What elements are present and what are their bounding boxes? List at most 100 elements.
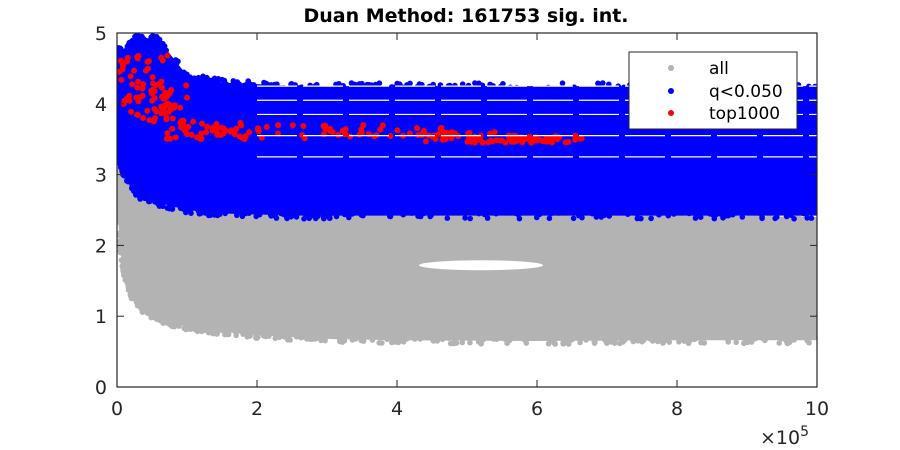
data-point — [446, 210, 452, 216]
data-point — [140, 115, 147, 121]
data-point — [179, 119, 186, 126]
data-point — [135, 78, 142, 85]
data-point — [222, 210, 228, 217]
data-point — [739, 214, 746, 220]
data-point — [188, 326, 194, 333]
legend-label-top: top1000 — [709, 104, 780, 124]
data-point — [158, 110, 165, 117]
data-point — [139, 309, 146, 316]
data-point — [576, 212, 582, 219]
data-point — [504, 340, 510, 347]
data-point — [292, 331, 298, 338]
data-point — [707, 211, 713, 217]
data-point — [188, 131, 195, 138]
data-point — [314, 213, 321, 220]
data-point — [149, 33, 156, 39]
data-point — [153, 316, 160, 322]
data-point — [460, 335, 467, 342]
chart-title: Duan Method: 161753 sig. int. — [303, 5, 628, 27]
data-point — [476, 80, 482, 87]
data-point — [304, 336, 310, 342]
y-tick-label: 4 — [95, 94, 107, 116]
data-point — [759, 214, 765, 220]
data-point — [164, 130, 171, 137]
data-point — [117, 155, 123, 162]
data-point — [571, 84, 577, 90]
data-point — [467, 215, 474, 222]
data-point — [349, 210, 356, 216]
data-point — [221, 328, 227, 335]
data-point — [423, 138, 429, 145]
data-point — [675, 215, 682, 221]
data-point — [481, 211, 488, 218]
y-tick-label: 1 — [95, 306, 107, 328]
data-point — [341, 337, 348, 344]
data-point — [488, 137, 495, 144]
data-point — [415, 213, 421, 219]
data-point — [203, 129, 209, 136]
data-point — [475, 339, 482, 345]
data-point — [247, 333, 253, 339]
data-point — [181, 69, 187, 76]
data-point — [215, 328, 221, 335]
data-point — [556, 210, 562, 216]
y-tick-label: 0 — [95, 377, 107, 399]
data-point — [551, 339, 557, 346]
data-point — [327, 125, 334, 132]
data-point — [359, 80, 365, 87]
data-point — [117, 68, 123, 75]
data-point — [341, 211, 348, 218]
data-point — [255, 125, 261, 132]
data-point — [801, 210, 807, 217]
data-point — [148, 38, 154, 45]
data-point — [783, 213, 790, 220]
data-point — [349, 337, 356, 343]
data-point — [198, 324, 205, 331]
data-point — [625, 211, 631, 217]
data-point — [134, 84, 141, 91]
data-point — [346, 214, 352, 221]
x-axis: 0 2 4 6 8 10 — [111, 33, 829, 420]
data-point — [606, 213, 612, 219]
data-point — [604, 340, 610, 346]
data-point — [273, 215, 280, 221]
data-point — [117, 249, 124, 256]
data-point — [328, 210, 334, 217]
data-point — [379, 340, 385, 346]
data-point — [330, 333, 337, 340]
data-point — [126, 92, 133, 99]
data-point — [137, 302, 144, 309]
data-point — [516, 215, 523, 222]
data-point — [134, 111, 141, 118]
data-point — [565, 341, 572, 347]
data-point — [330, 85, 336, 92]
data-point — [195, 76, 201, 82]
data-point — [559, 80, 566, 86]
x-exponent-label: ×105 — [760, 424, 809, 449]
data-point — [161, 102, 168, 109]
data-point — [140, 81, 147, 88]
data-point — [741, 339, 748, 346]
data-point — [686, 210, 692, 217]
data-point — [117, 48, 120, 55]
data-point — [697, 214, 704, 220]
data-point — [457, 209, 463, 216]
data-point — [466, 129, 473, 136]
data-point — [169, 115, 176, 122]
data-point — [200, 73, 206, 80]
data-point — [283, 214, 290, 220]
data-point — [749, 337, 755, 344]
data-point — [589, 210, 596, 217]
data-point — [163, 114, 170, 121]
data-point — [360, 122, 367, 129]
data-point — [199, 120, 205, 127]
data-point — [444, 215, 451, 221]
data-point — [729, 211, 736, 218]
data-point — [493, 137, 500, 144]
data-point — [166, 90, 173, 97]
data-point — [125, 283, 131, 289]
data-point — [203, 209, 209, 215]
data-point — [152, 115, 158, 122]
data-point — [211, 75, 218, 82]
